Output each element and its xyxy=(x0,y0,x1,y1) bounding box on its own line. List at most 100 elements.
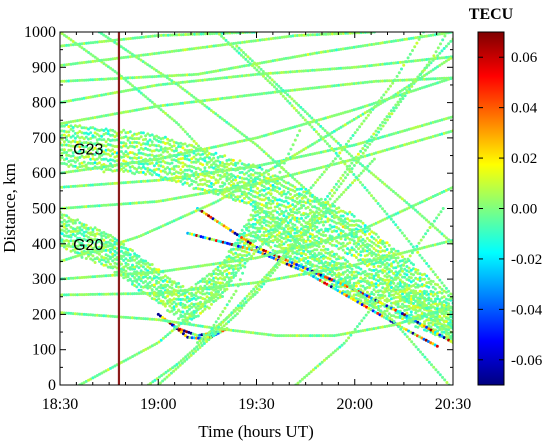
data-point xyxy=(223,288,227,291)
data-point xyxy=(409,280,413,284)
data-point xyxy=(442,314,446,318)
data-point xyxy=(172,49,176,53)
data-point xyxy=(69,159,73,163)
data-point xyxy=(225,189,229,193)
data-point xyxy=(95,157,99,161)
data-point xyxy=(223,154,227,158)
data-point xyxy=(62,229,66,233)
data-point xyxy=(131,36,135,40)
data-point xyxy=(150,133,154,137)
data-point xyxy=(137,89,141,93)
data-point xyxy=(144,134,148,138)
data-point xyxy=(306,200,310,204)
data-point xyxy=(240,199,244,203)
data-point xyxy=(370,268,374,272)
data-point xyxy=(133,252,137,256)
data-point xyxy=(330,215,334,218)
data-point xyxy=(151,34,155,38)
data-point xyxy=(183,142,187,146)
data-point xyxy=(120,249,123,253)
data-point xyxy=(269,212,273,216)
data-point xyxy=(87,254,90,258)
data-point xyxy=(157,136,161,140)
data-point xyxy=(126,155,130,159)
data-point xyxy=(106,168,110,171)
data-point xyxy=(218,185,222,188)
data-point xyxy=(238,261,242,265)
data-point xyxy=(377,307,381,311)
data-point xyxy=(238,188,242,192)
data-point xyxy=(249,224,253,228)
data-point xyxy=(350,246,354,250)
data-point xyxy=(297,194,301,198)
data-point xyxy=(122,155,126,159)
data-point xyxy=(317,259,321,263)
data-point xyxy=(231,178,235,182)
data-point xyxy=(104,63,108,67)
data-point xyxy=(240,236,244,239)
data-point xyxy=(387,288,391,292)
data-point xyxy=(438,298,442,302)
data-point xyxy=(340,291,344,295)
data-point xyxy=(124,55,128,59)
data-point xyxy=(73,150,77,154)
data-point xyxy=(256,191,260,195)
data-point xyxy=(284,192,288,196)
data-point xyxy=(436,332,440,336)
data-point xyxy=(270,255,274,259)
data-point xyxy=(89,226,93,230)
data-point xyxy=(254,202,258,206)
data-point xyxy=(133,36,137,40)
data-point xyxy=(203,297,207,301)
data-point xyxy=(291,203,295,207)
data-point xyxy=(172,167,176,171)
data-point xyxy=(227,250,231,253)
data-point xyxy=(146,169,150,173)
data-point xyxy=(161,300,165,303)
data-point xyxy=(370,254,374,257)
data-point xyxy=(267,214,271,218)
data-point xyxy=(87,161,90,165)
data-point xyxy=(343,220,347,224)
data-point xyxy=(182,33,186,37)
data-point xyxy=(222,224,226,228)
data-point xyxy=(348,210,352,214)
data-point xyxy=(394,249,398,253)
data-point xyxy=(209,215,213,219)
data-point xyxy=(396,315,400,319)
data-point xyxy=(150,100,154,104)
data-point xyxy=(98,252,101,256)
data-point xyxy=(297,187,301,191)
data-point xyxy=(149,34,152,38)
data-point xyxy=(346,273,350,277)
data-point xyxy=(247,191,251,195)
data-point xyxy=(161,150,165,154)
data-point xyxy=(104,168,108,171)
data-point xyxy=(188,168,191,172)
data-point xyxy=(284,240,288,244)
data-point xyxy=(308,211,312,215)
data-point xyxy=(368,262,372,266)
data-point xyxy=(109,128,112,132)
data-point xyxy=(223,172,227,176)
data-point xyxy=(330,235,334,239)
data-point xyxy=(89,151,93,155)
data-point xyxy=(315,257,319,261)
data-point xyxy=(148,52,152,56)
data-point xyxy=(146,142,150,146)
data-point xyxy=(196,281,200,285)
data-point xyxy=(443,378,447,382)
data-point xyxy=(124,131,128,135)
data-point xyxy=(418,335,422,339)
data-point xyxy=(401,292,404,296)
data-point xyxy=(183,168,187,172)
data-point xyxy=(146,97,150,101)
data-point xyxy=(361,278,365,281)
data-point xyxy=(124,264,128,268)
data-point xyxy=(220,223,224,226)
data-point xyxy=(231,252,235,256)
data-point xyxy=(210,185,213,189)
data-point xyxy=(139,288,143,292)
data-point xyxy=(343,244,347,248)
data-point xyxy=(157,173,161,177)
